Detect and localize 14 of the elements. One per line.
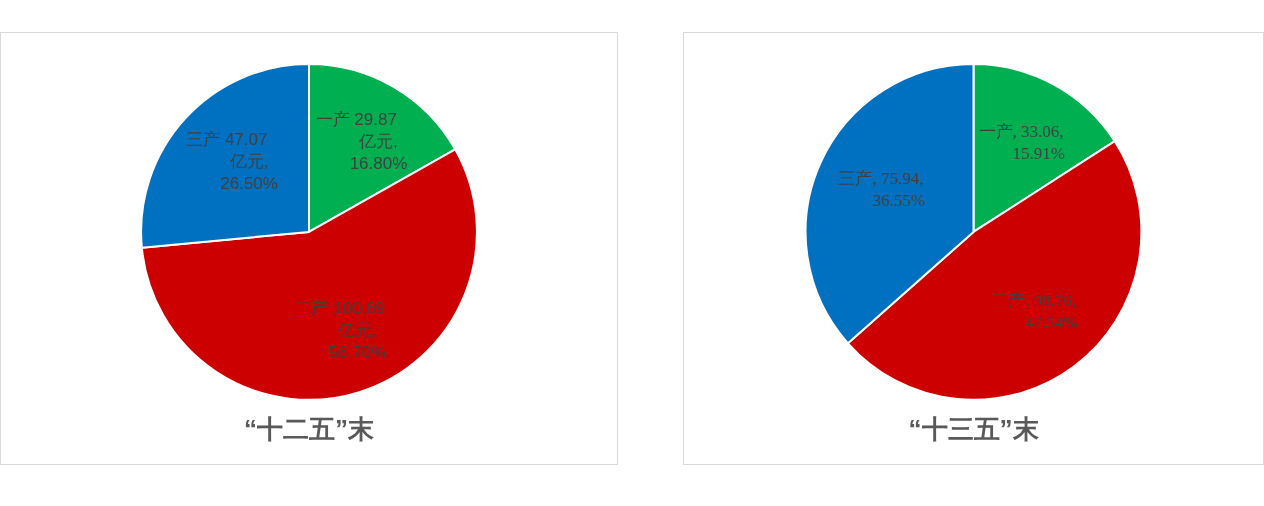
slice-label: 二产 xyxy=(294,298,329,318)
data-label: , 75.94, 36.55% xyxy=(872,169,925,211)
data-label: , 33.06, 15.91% xyxy=(1012,121,1066,163)
slice-label: 一产 xyxy=(978,121,1013,141)
text: “十三五”末 xyxy=(908,413,1039,444)
data-label: , 98.76, 47.54% xyxy=(1025,290,1078,332)
slice-label: 二产 xyxy=(991,290,1026,310)
data-label: 100.69 亿元, 56.70% xyxy=(328,298,387,362)
data-label: 47.07 亿元, 26.50% xyxy=(220,129,278,193)
slice-label: 一产 xyxy=(315,109,350,129)
data-label: 29.87 亿元, 16.80% xyxy=(349,109,408,173)
slice-label: 三产 xyxy=(838,169,873,189)
text: “十二五”末 xyxy=(244,413,374,444)
slice-label: 三产 xyxy=(186,129,221,149)
